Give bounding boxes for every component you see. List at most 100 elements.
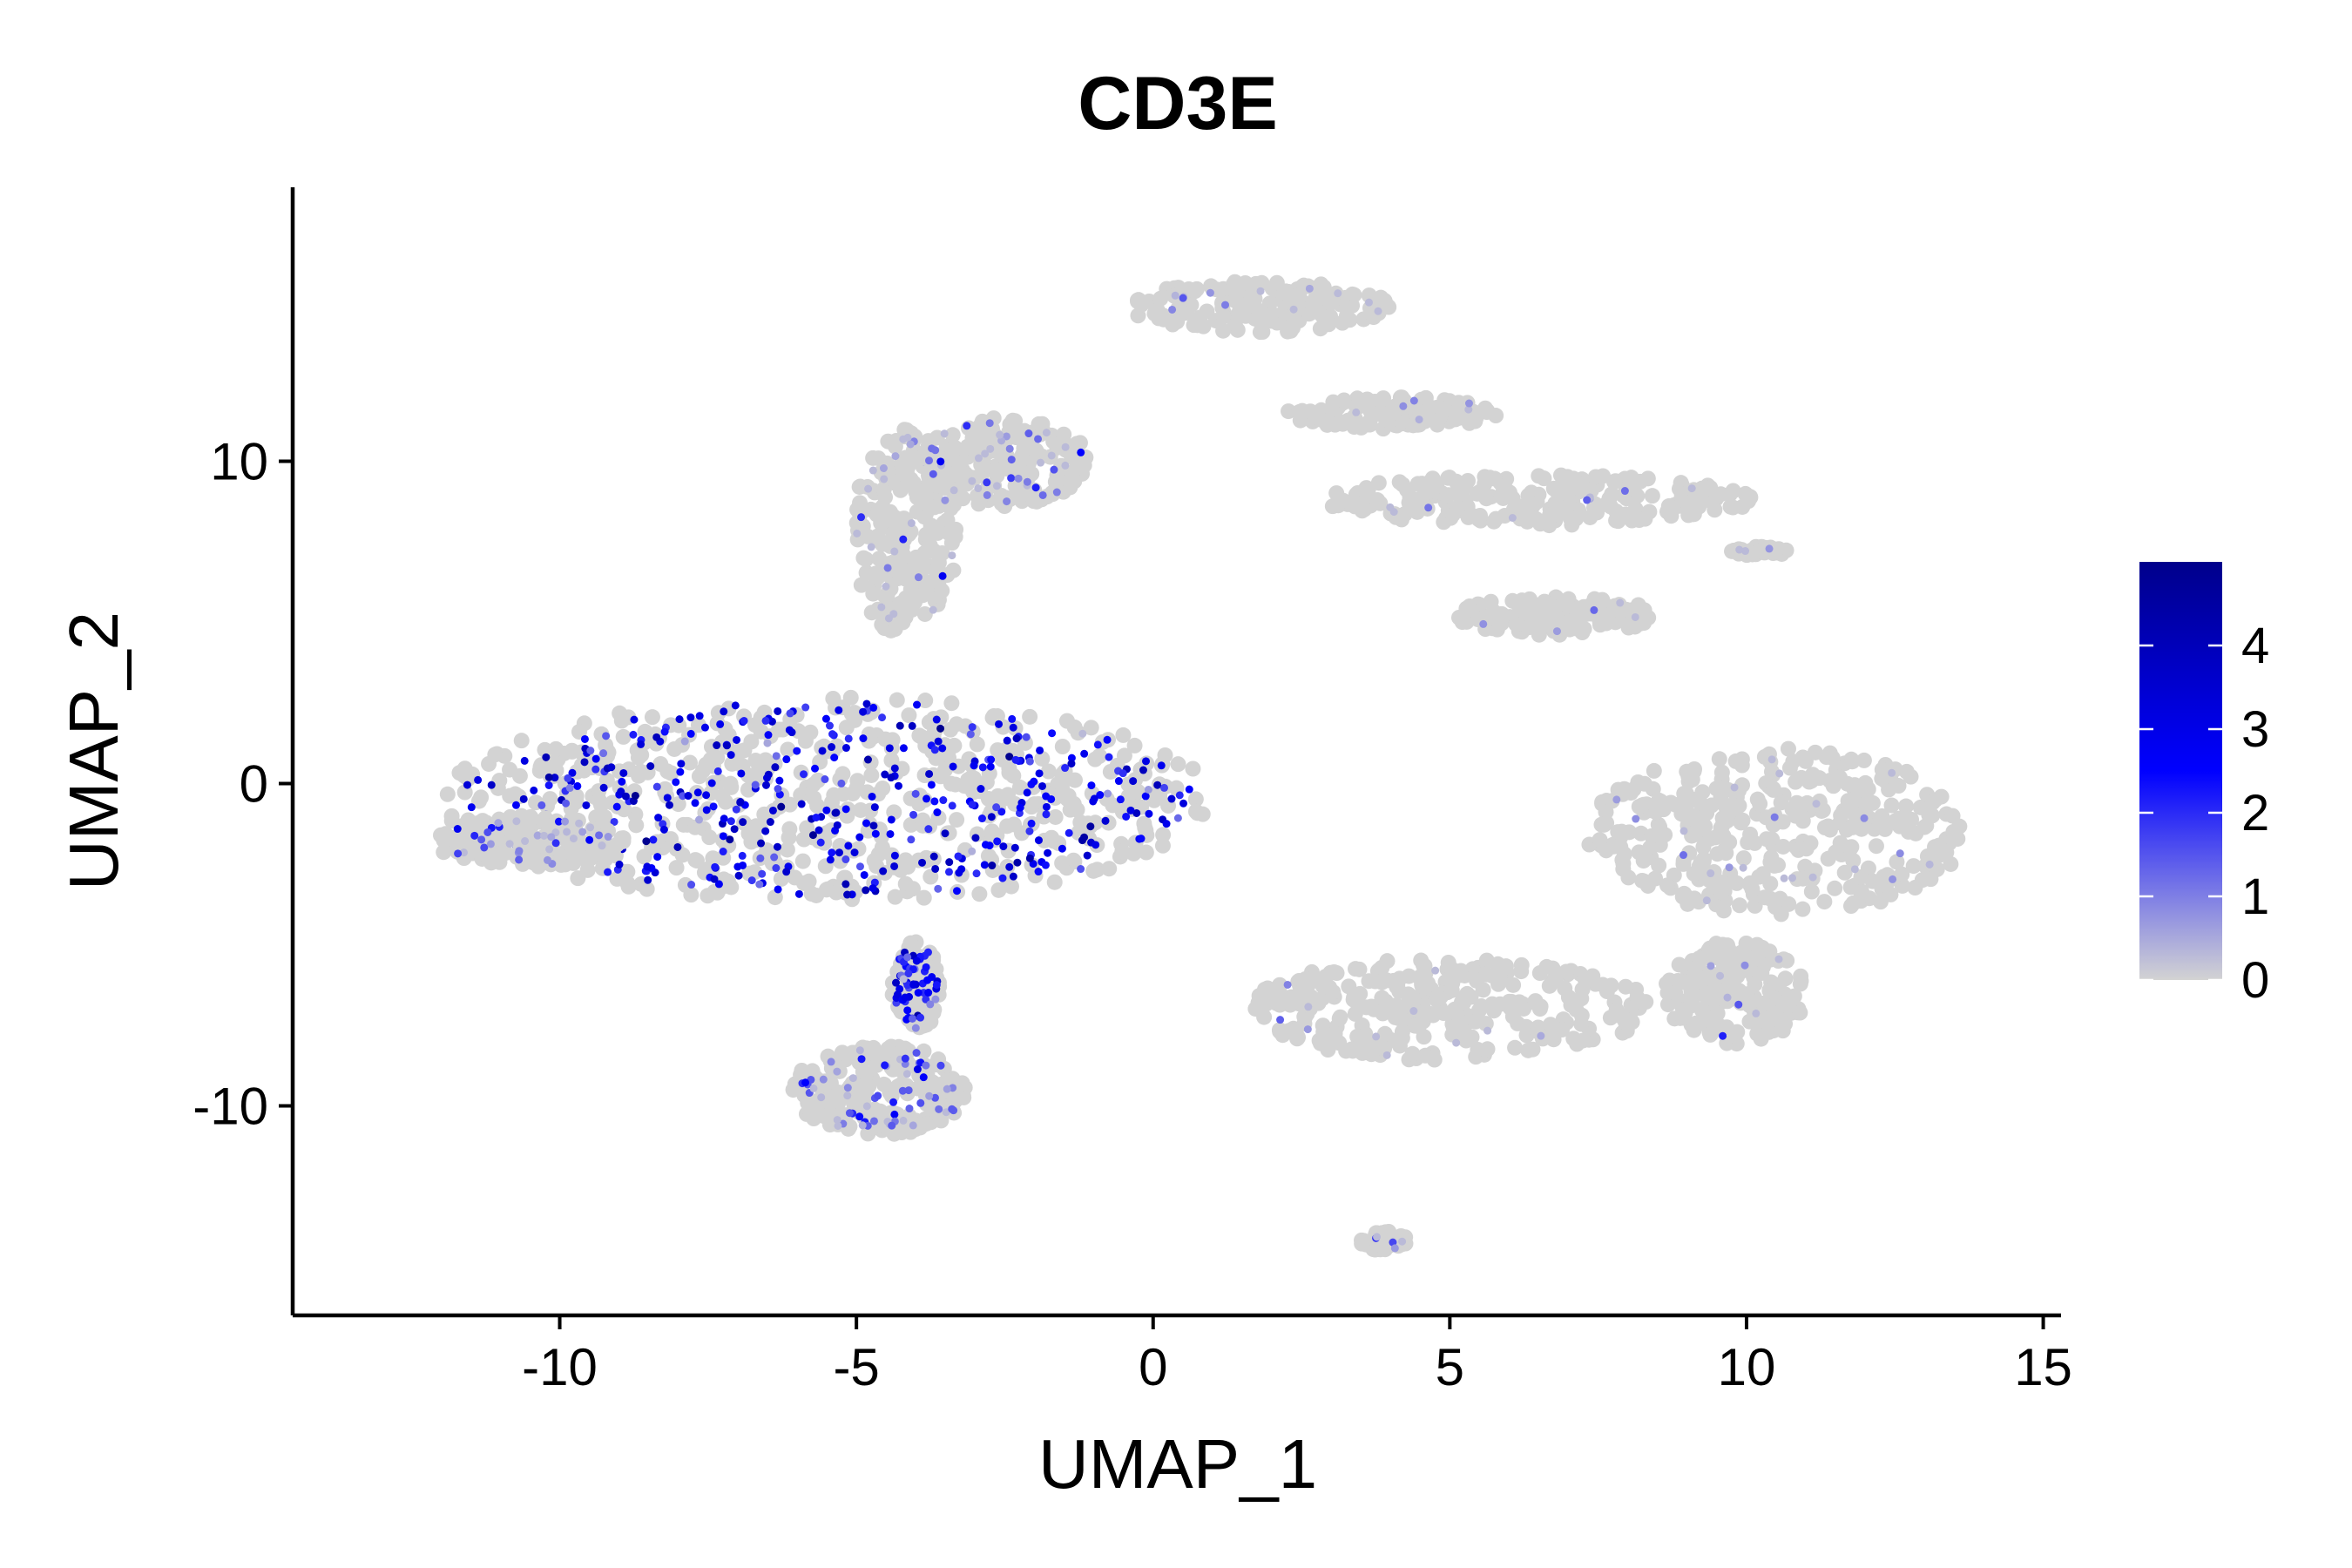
cell-point bbox=[1715, 902, 1732, 919]
cell-point bbox=[875, 1076, 892, 1092]
cell-point-expressing bbox=[892, 978, 901, 987]
cell-point-expressing bbox=[1725, 863, 1734, 872]
cell-point-expressing bbox=[899, 435, 908, 443]
cell-point-expressing bbox=[1103, 735, 1112, 744]
cell-point-expressing bbox=[914, 573, 923, 582]
cell-point-expressing bbox=[1003, 497, 1011, 506]
cell-point-expressing bbox=[887, 815, 896, 824]
cluster bbox=[1450, 589, 1657, 643]
cell-point-expressing bbox=[1162, 820, 1171, 828]
cell-point-expressing bbox=[512, 817, 521, 826]
cell-point bbox=[1407, 1017, 1423, 1034]
cell-point bbox=[1821, 821, 1838, 838]
cell-point-expressing bbox=[1023, 788, 1031, 797]
cell-point-expressing bbox=[864, 484, 873, 493]
cell-point-expressing bbox=[1389, 508, 1398, 517]
cell-point-expressing bbox=[1141, 792, 1150, 801]
cell-point bbox=[1459, 985, 1476, 1002]
cell-point-expressing bbox=[505, 840, 514, 848]
cell-point bbox=[1189, 315, 1206, 332]
cluster bbox=[1659, 935, 1809, 1052]
cell-point-expressing bbox=[1010, 843, 1019, 852]
cell-point-expressing bbox=[932, 715, 941, 724]
cell-point-expressing bbox=[1034, 868, 1043, 876]
cell-point-expressing bbox=[738, 851, 747, 860]
cell-point bbox=[1138, 844, 1154, 861]
cell-point bbox=[971, 886, 988, 902]
cell-point bbox=[1797, 858, 1814, 875]
cell-point bbox=[902, 816, 919, 833]
cell-point-expressing bbox=[1632, 814, 1640, 823]
cell-point-expressing bbox=[1007, 474, 1016, 483]
cell-point-expressing bbox=[1730, 783, 1739, 792]
cell-point-expressing bbox=[1896, 849, 1904, 858]
cell-point bbox=[702, 751, 719, 767]
cell-point-expressing bbox=[733, 735, 741, 744]
cell-point-expressing bbox=[993, 837, 1002, 846]
cell-point-expressing bbox=[544, 773, 553, 781]
cell-point-expressing bbox=[673, 842, 682, 851]
cell-point-expressing bbox=[978, 763, 987, 772]
cell-point-expressing bbox=[943, 1085, 951, 1093]
cell-point-expressing bbox=[612, 802, 621, 811]
cell-point bbox=[1713, 820, 1729, 836]
cell-point-expressing bbox=[1812, 800, 1821, 808]
cell-point bbox=[781, 829, 797, 846]
cell-point-expressing bbox=[988, 862, 997, 870]
cell-point-expressing bbox=[863, 755, 872, 764]
cell-point-expressing bbox=[772, 752, 781, 760]
cell-point bbox=[1559, 596, 1576, 612]
cell-point-expressing bbox=[855, 862, 864, 871]
cluster bbox=[1129, 274, 1397, 341]
cell-point bbox=[1071, 435, 1088, 451]
cell-point-expressing bbox=[679, 792, 687, 801]
cell-point bbox=[913, 1078, 929, 1095]
cell-point-expressing bbox=[828, 848, 836, 857]
cell-point-expressing bbox=[480, 843, 489, 852]
cell-point-expressing bbox=[515, 847, 524, 855]
cell-point bbox=[897, 571, 914, 587]
cell-point-expressing bbox=[1774, 955, 1783, 963]
cell-point bbox=[930, 475, 947, 491]
cell-point-expressing bbox=[1048, 729, 1057, 738]
cell-point-expressing bbox=[855, 1112, 864, 1121]
cell-point bbox=[869, 528, 886, 544]
cell-point-expressing bbox=[1382, 1051, 1391, 1059]
cell-point-expressing bbox=[672, 778, 680, 787]
cell-point bbox=[1391, 983, 1408, 1000]
cell-point bbox=[571, 839, 587, 855]
cell-point-expressing bbox=[884, 614, 893, 623]
cell-point-expressing bbox=[901, 1054, 909, 1063]
cell-point-expressing bbox=[562, 799, 571, 808]
cell-point-expressing bbox=[686, 729, 695, 738]
cell-point-expressing bbox=[693, 788, 702, 797]
cell-point-expressing bbox=[830, 754, 839, 762]
cell-point-expressing bbox=[835, 706, 843, 714]
cell-point bbox=[1675, 1010, 1692, 1026]
cell-point-expressing bbox=[554, 817, 563, 826]
cell-point bbox=[1763, 763, 1780, 780]
x-tick-label: 10 bbox=[1718, 1338, 1776, 1396]
cell-point bbox=[780, 741, 796, 758]
cell-point-expressing bbox=[1171, 291, 1179, 300]
cell-point bbox=[691, 768, 707, 785]
cell-point-expressing bbox=[1415, 416, 1423, 424]
cell-point-expressing bbox=[907, 519, 916, 528]
cell-point bbox=[644, 709, 660, 726]
cell-point-expressing bbox=[841, 744, 850, 753]
cell-point-expressing bbox=[841, 805, 850, 814]
cell-point bbox=[1716, 875, 1733, 892]
cell-point-expressing bbox=[893, 990, 902, 999]
cell-point-expressing bbox=[520, 756, 529, 765]
cell-point-expressing bbox=[1770, 813, 1779, 821]
cell-point bbox=[609, 836, 625, 853]
cell-point-expressing bbox=[1373, 1233, 1382, 1241]
cluster bbox=[884, 934, 948, 1036]
cell-point-expressing bbox=[649, 835, 658, 844]
chart-title: CD3E bbox=[1078, 62, 1277, 145]
cell-point bbox=[1531, 965, 1548, 982]
cell-point-expressing bbox=[714, 880, 723, 889]
cell-point-expressing bbox=[1860, 814, 1869, 822]
cell-point bbox=[944, 427, 961, 443]
